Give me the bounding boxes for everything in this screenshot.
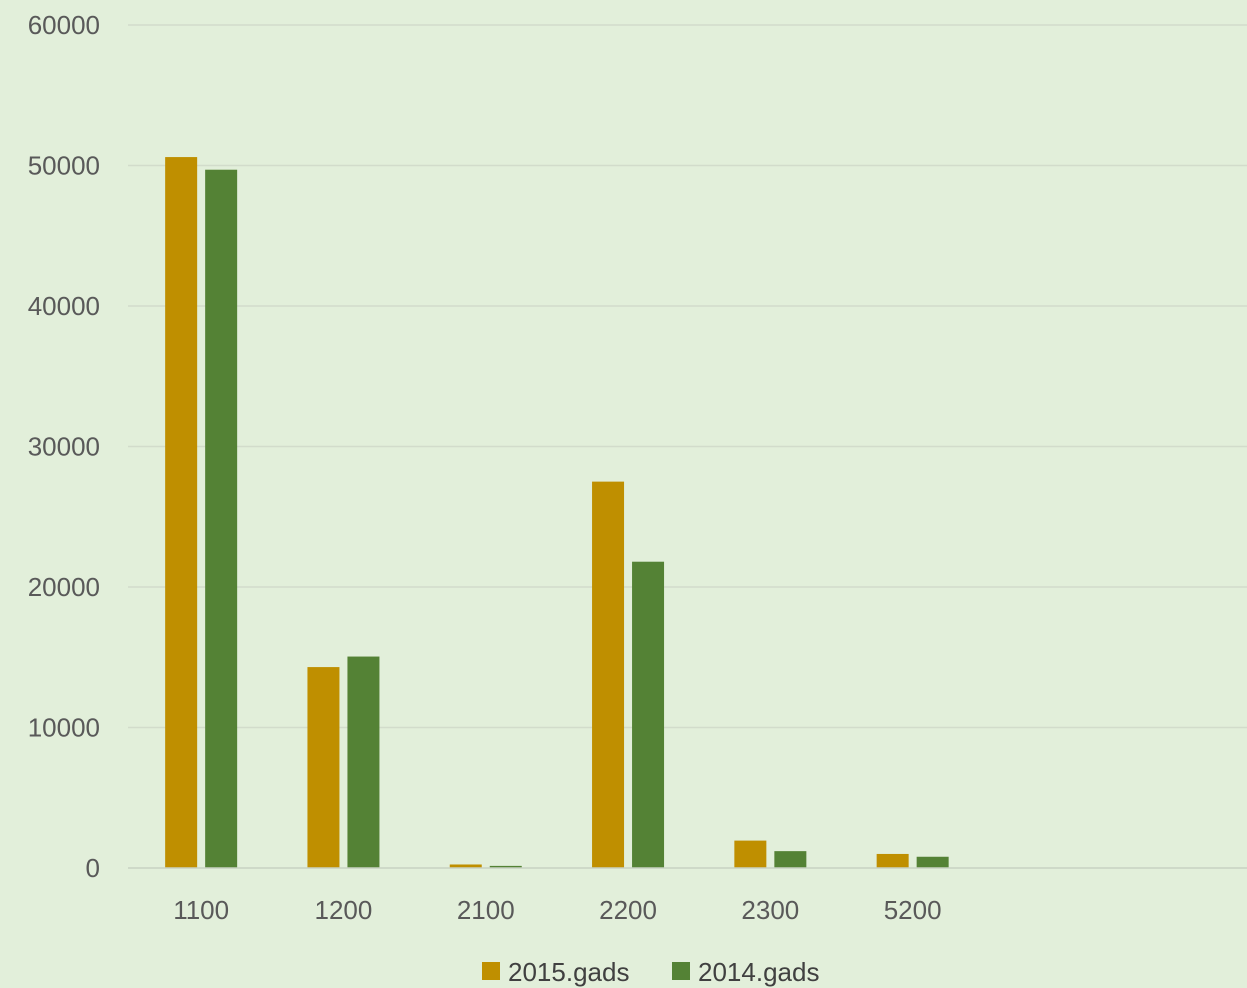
bar-2015.gads-1200 xyxy=(307,667,340,868)
x-tick-label: 2200 xyxy=(599,895,657,925)
bar-2015.gads-1100 xyxy=(165,157,198,868)
legend-swatch xyxy=(482,962,500,980)
x-tick-label: 5200 xyxy=(884,895,942,925)
y-tick-label: 20000 xyxy=(28,572,100,602)
bars xyxy=(165,157,949,869)
bar-2014.gads-1200 xyxy=(347,656,380,868)
y-tick-label: 0 xyxy=(86,853,100,883)
bar-2014.gads-1100 xyxy=(205,169,238,869)
y-tick-label: 40000 xyxy=(28,291,100,321)
x-tick-label: 2100 xyxy=(457,895,515,925)
bar-2015.gads-5200 xyxy=(876,853,909,868)
bar-2015.gads-2100 xyxy=(449,864,482,868)
gridlines xyxy=(128,24,1247,729)
x-tick-label: 1100 xyxy=(173,895,229,925)
bar-2014.gads-5200 xyxy=(916,856,949,868)
y-tick-label: 10000 xyxy=(28,713,100,743)
legend-label: 2015.gads xyxy=(508,957,629,987)
legend-label: 2014.gads xyxy=(698,957,819,987)
bar-2015.gads-2200 xyxy=(592,481,625,868)
y-axis-ticks: 0 10000 20000 30000 40000 50000 60000 xyxy=(28,10,100,883)
bar-2014.gads-2300 xyxy=(774,851,807,868)
bar-2015.gads-2300 xyxy=(734,840,767,868)
bar-2014.gads-2200 xyxy=(632,561,665,868)
bar-2014.gads-2100 xyxy=(489,865,522,868)
x-tick-label: 2300 xyxy=(741,895,799,925)
legend: 2015.gads 2014.gads xyxy=(482,957,819,987)
y-tick-label: 30000 xyxy=(28,432,100,462)
x-axis-ticks: 1100 1200 2100 2200 2300 5200 xyxy=(173,895,941,925)
x-tick-label: 1200 xyxy=(315,895,373,925)
y-tick-label: 60000 xyxy=(28,10,100,40)
legend-swatch xyxy=(672,962,690,980)
y-tick-label: 50000 xyxy=(28,151,100,181)
